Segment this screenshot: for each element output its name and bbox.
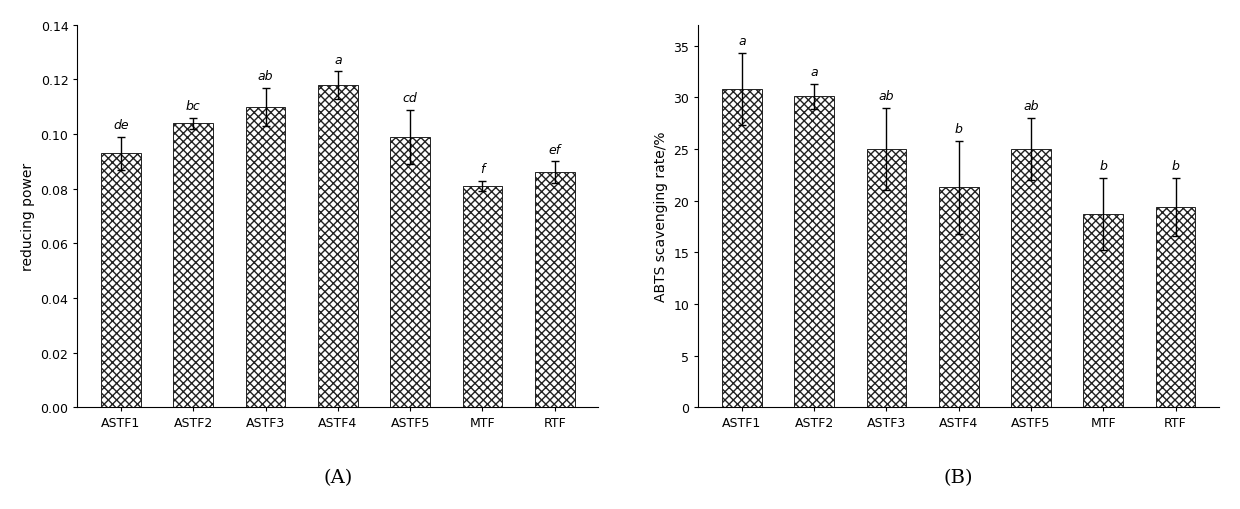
Text: b: b: [955, 123, 962, 135]
Text: b: b: [1172, 160, 1179, 173]
Text: a: a: [334, 53, 342, 66]
Text: ab: ab: [258, 70, 273, 83]
Bar: [102, 154, 141, 408]
Bar: [246, 107, 285, 408]
Bar: [795, 97, 835, 408]
Text: de: de: [113, 119, 129, 132]
Bar: [722, 90, 761, 408]
Bar: [317, 86, 357, 408]
Text: ab: ab: [1023, 100, 1039, 113]
Text: a: a: [810, 66, 818, 79]
Y-axis label: ABTS scavenging rate/%: ABTS scavenging rate/%: [653, 131, 668, 302]
Y-axis label: reducing power: reducing power: [21, 163, 35, 271]
Bar: [534, 173, 574, 408]
Bar: [1084, 215, 1123, 408]
Text: bc: bc: [186, 100, 201, 113]
Bar: [867, 150, 906, 408]
Bar: [174, 124, 213, 408]
Bar: [939, 188, 978, 408]
Text: (A): (A): [324, 469, 352, 487]
Bar: [1011, 150, 1052, 408]
Bar: [391, 137, 430, 408]
Text: ab: ab: [879, 90, 894, 103]
Bar: [463, 187, 502, 408]
Text: cd: cd: [403, 92, 418, 104]
Text: ef: ef: [548, 144, 560, 156]
Text: a: a: [738, 35, 745, 48]
Text: (B): (B): [944, 469, 973, 487]
Bar: [1156, 207, 1195, 408]
Text: f: f: [480, 162, 485, 176]
Text: b: b: [1100, 160, 1107, 173]
